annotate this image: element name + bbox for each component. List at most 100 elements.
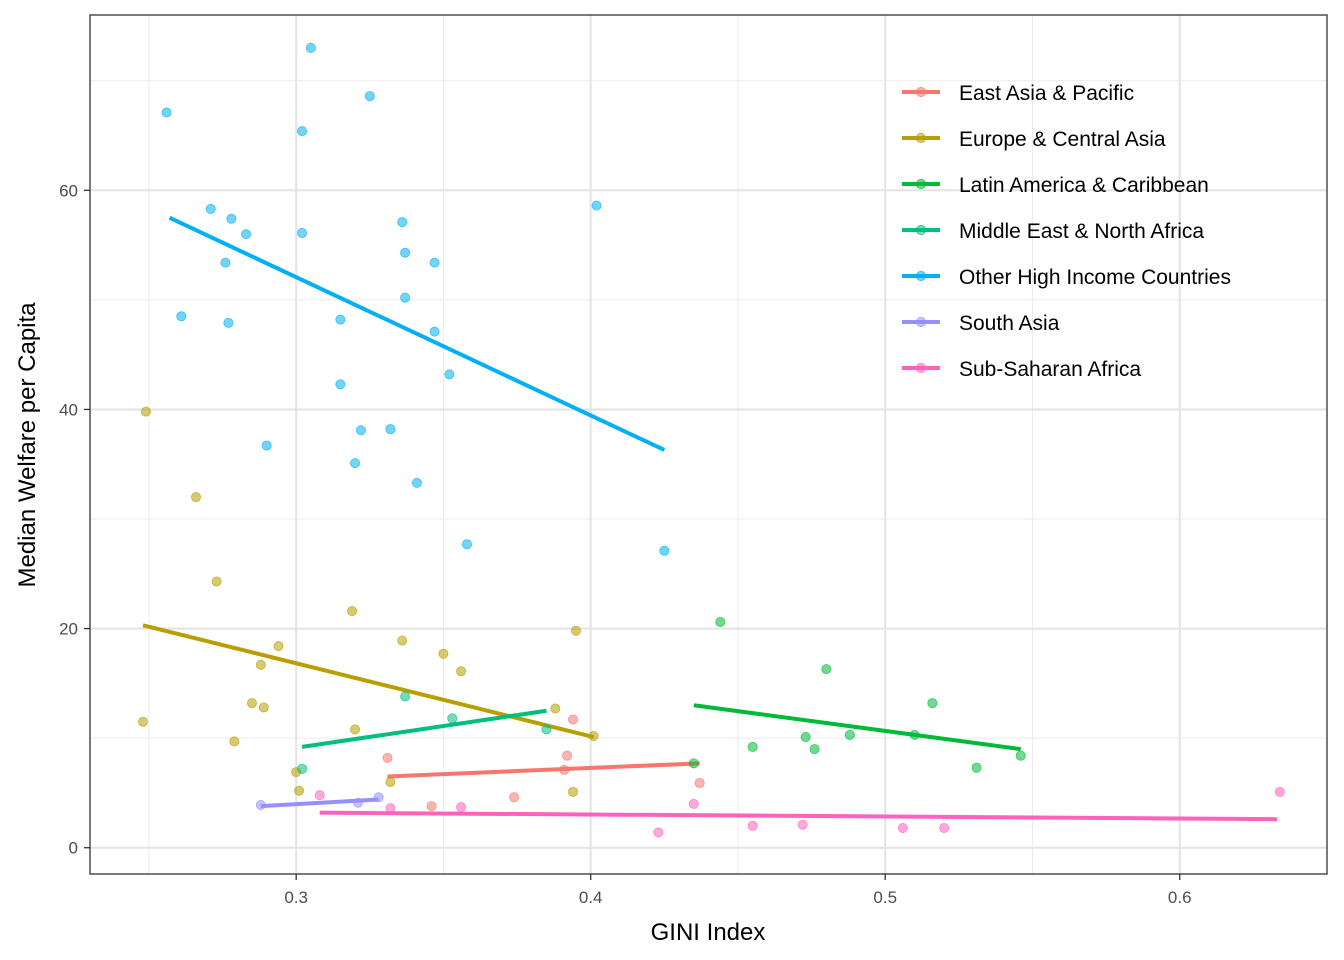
data-point	[223, 317, 234, 328]
legend-key-point	[915, 132, 927, 144]
data-point	[509, 792, 520, 803]
data-point	[226, 213, 237, 224]
data-point	[364, 91, 375, 102]
data-point	[305, 42, 316, 53]
legend-key-point	[915, 86, 927, 98]
data-point	[400, 247, 411, 258]
data-point	[335, 314, 346, 325]
data-point	[447, 713, 458, 724]
data-point	[939, 822, 950, 833]
trend-line	[168, 215, 666, 452]
trend-line	[693, 703, 1021, 752]
data-point	[550, 703, 561, 714]
data-point	[255, 659, 266, 670]
legend-key-point	[915, 178, 927, 190]
data-point	[821, 664, 832, 675]
data-point	[161, 107, 172, 118]
data-point	[397, 635, 408, 646]
data-point	[294, 785, 305, 796]
trend-line	[301, 708, 547, 749]
data-point	[688, 758, 699, 769]
x-tick-label: 0.6	[1168, 888, 1192, 907]
y-axis-title: Median Welfare per Capita	[14, 302, 41, 588]
trend-line	[142, 623, 595, 739]
legend-label: Middle East & North Africa	[959, 220, 1204, 243]
x-tick-label: 0.3	[284, 888, 308, 907]
data-point	[809, 744, 820, 755]
x-axis-title: GINI Index	[651, 919, 766, 946]
data-point	[461, 539, 472, 550]
data-point	[385, 424, 396, 435]
y-tick-label: 40	[59, 400, 78, 419]
data-point	[456, 802, 467, 813]
data-point	[747, 741, 758, 752]
data-point	[347, 606, 358, 617]
legend-label: South Asia	[959, 312, 1060, 335]
legend-label: Europe & Central Asia	[959, 128, 1166, 151]
data-point	[335, 379, 346, 390]
data-point	[897, 822, 908, 833]
x-tick-label: 0.4	[579, 888, 603, 907]
data-point	[273, 641, 284, 652]
data-point	[297, 763, 308, 774]
y-tick-label: 0	[69, 839, 78, 858]
data-point	[205, 203, 216, 214]
data-point	[397, 217, 408, 228]
data-point	[429, 257, 440, 268]
data-point	[568, 714, 579, 725]
legend-label: Sub-Saharan Africa	[959, 358, 1141, 381]
y-axis: 0 20 40 60	[59, 181, 90, 858]
data-point	[927, 698, 938, 709]
data-point	[800, 732, 811, 743]
data-point	[373, 792, 384, 803]
data-point	[747, 820, 758, 831]
data-point	[659, 545, 670, 556]
data-point	[844, 729, 855, 740]
data-point	[715, 616, 726, 627]
data-point	[456, 666, 467, 677]
legend-key-point	[915, 270, 927, 282]
data-point	[350, 724, 361, 735]
data-point	[229, 736, 240, 747]
data-point	[591, 200, 602, 211]
data-point	[314, 790, 325, 801]
data-point	[220, 257, 231, 268]
data-point	[562, 750, 573, 761]
x-axis: 0.3 0.4 0.5 0.6	[284, 874, 1192, 907]
data-point	[255, 799, 266, 810]
data-point	[694, 778, 705, 789]
data-point	[429, 326, 440, 337]
plot-panel-border	[89, 14, 1328, 875]
data-point	[438, 648, 449, 659]
data-point	[971, 762, 982, 773]
data-point	[1015, 750, 1026, 761]
data-point	[426, 801, 437, 812]
data-point	[570, 625, 581, 636]
y-tick-label: 20	[59, 620, 78, 639]
trend-line	[387, 761, 700, 779]
data-points	[138, 42, 1285, 838]
legend-key-point	[915, 362, 927, 374]
legend-label: Other High Income Countries	[959, 266, 1231, 289]
legend-label: Latin America & Caribbean	[959, 174, 1209, 197]
data-point	[444, 369, 455, 380]
data-point	[688, 798, 699, 809]
data-point	[211, 576, 222, 587]
data-point	[541, 724, 552, 735]
trend-line	[319, 810, 1277, 822]
data-point	[246, 698, 257, 709]
legend-label: East Asia & Pacific	[959, 82, 1134, 105]
data-point	[350, 458, 361, 469]
data-point	[400, 691, 411, 702]
data-point	[176, 311, 187, 322]
legend-key-point	[915, 224, 927, 236]
y-tick-label: 60	[59, 181, 78, 200]
x-tick-label: 0.5	[873, 888, 897, 907]
data-point	[385, 776, 396, 787]
data-point	[297, 228, 308, 239]
data-point	[1274, 786, 1285, 797]
data-point	[355, 425, 366, 436]
data-point	[261, 440, 272, 451]
